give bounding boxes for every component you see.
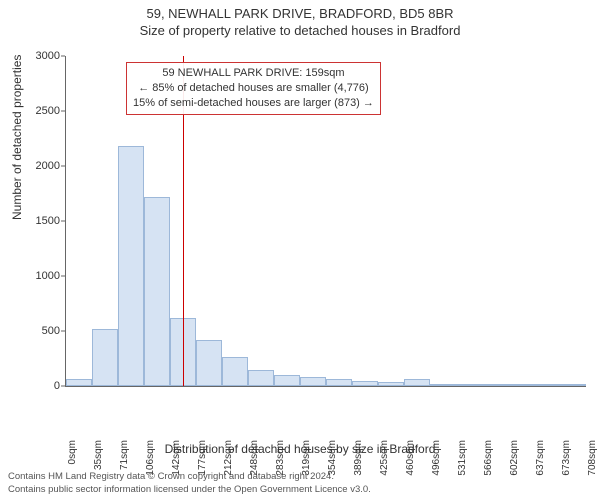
histogram-bar (274, 375, 299, 386)
histogram-bar (248, 370, 273, 387)
annotation-line: 15% of semi-detached houses are larger (… (133, 96, 374, 111)
histogram-bar (430, 384, 455, 386)
histogram-bar (222, 357, 247, 386)
histogram-bar (326, 379, 351, 386)
y-tick-label: 1500 (0, 215, 60, 227)
footer-line: Contains public sector information licen… (8, 484, 592, 496)
histogram-bar (352, 381, 377, 387)
histogram-bar (456, 384, 481, 386)
y-tick-label: 500 (0, 325, 60, 337)
y-axis-label: Number of detached properties (10, 55, 24, 220)
histogram-bar (534, 384, 559, 386)
annotation-box: 59 NEWHALL PARK DRIVE: 159sqm ← 85% of d… (126, 62, 381, 115)
histogram-bar (482, 384, 507, 386)
histogram-bar (66, 379, 91, 386)
y-tick-label: 0 (0, 380, 60, 392)
footer-line: Contains HM Land Registry data © Crown c… (8, 471, 592, 483)
histogram-bar (378, 382, 403, 386)
histogram-bar (92, 329, 117, 386)
y-tick-label: 2000 (0, 160, 60, 172)
chart-title: 59, NEWHALL PARK DRIVE, BRADFORD, BD5 8B… (0, 0, 600, 21)
histogram-bar (144, 197, 169, 386)
annotation-line: 59 NEWHALL PARK DRIVE: 159sqm (133, 66, 374, 81)
y-tick-label: 3000 (0, 50, 60, 62)
annotation-line: ← 85% of detached houses are smaller (4,… (133, 81, 374, 96)
x-axis-label: Distribution of detached houses by size … (0, 442, 600, 456)
footer: Contains HM Land Registry data © Crown c… (8, 471, 592, 496)
histogram-bar (300, 377, 325, 386)
y-tick-label: 1000 (0, 270, 60, 282)
histogram-bar (118, 146, 143, 386)
histogram-bar (560, 384, 585, 386)
chart-container: 59, NEWHALL PARK DRIVE, BRADFORD, BD5 8B… (0, 0, 600, 500)
histogram-bar (508, 384, 533, 386)
y-tick-label: 2500 (0, 105, 60, 117)
chart-subtitle: Size of property relative to detached ho… (0, 21, 600, 38)
histogram-bar (404, 379, 429, 386)
histogram-bar (196, 340, 221, 386)
plot-area: 59 NEWHALL PARK DRIVE: 159sqm ← 85% of d… (65, 56, 586, 387)
